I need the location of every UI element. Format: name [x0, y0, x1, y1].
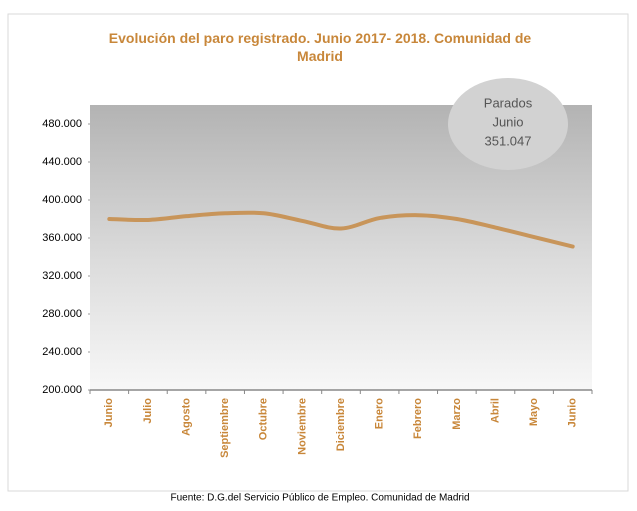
annotation: Parados: [484, 95, 533, 110]
x-tick-label: Octubre: [258, 398, 270, 440]
x-tick-label: Julio: [142, 398, 154, 424]
annotation-bubble: [448, 78, 568, 170]
x-tick-label: Marzo: [451, 398, 463, 430]
x-tick-label: Junio: [103, 398, 115, 428]
y-tick-label: 240.000: [42, 346, 82, 358]
chart-title: Evolución del paro registrado. Junio 201…: [109, 30, 532, 64]
y-tick-label: 360.000: [42, 232, 82, 244]
y-tick-label: 320.000: [42, 270, 82, 282]
y-tick-label: 200.000: [42, 384, 82, 396]
source: Fuente: D.G.del Servicio Público de Empl…: [170, 493, 469, 504]
y-tick-label: 480.000: [42, 118, 82, 130]
x-tick-label: Febrero: [412, 398, 424, 439]
x-tick-label: Diciembre: [335, 398, 347, 451]
x-tick-label: Noviembre: [296, 398, 308, 455]
y-tick-label: 280.000: [42, 308, 82, 320]
x-tick-label: Mayo: [528, 398, 540, 426]
y-tick-label: 400.000: [42, 194, 82, 206]
x-tick-label: Junio: [567, 398, 579, 428]
annotation: Junio: [492, 114, 523, 129]
annotation: 351.047: [485, 133, 532, 148]
x-tick-label: Septiembre: [219, 398, 231, 458]
series-line: [107, 210, 575, 249]
y-tick-label: 440.000: [42, 156, 82, 168]
x-tick-label: Agosto: [180, 398, 192, 436]
x-tick-label: Abril: [489, 398, 501, 423]
x-tick-label: Enero: [374, 398, 386, 429]
